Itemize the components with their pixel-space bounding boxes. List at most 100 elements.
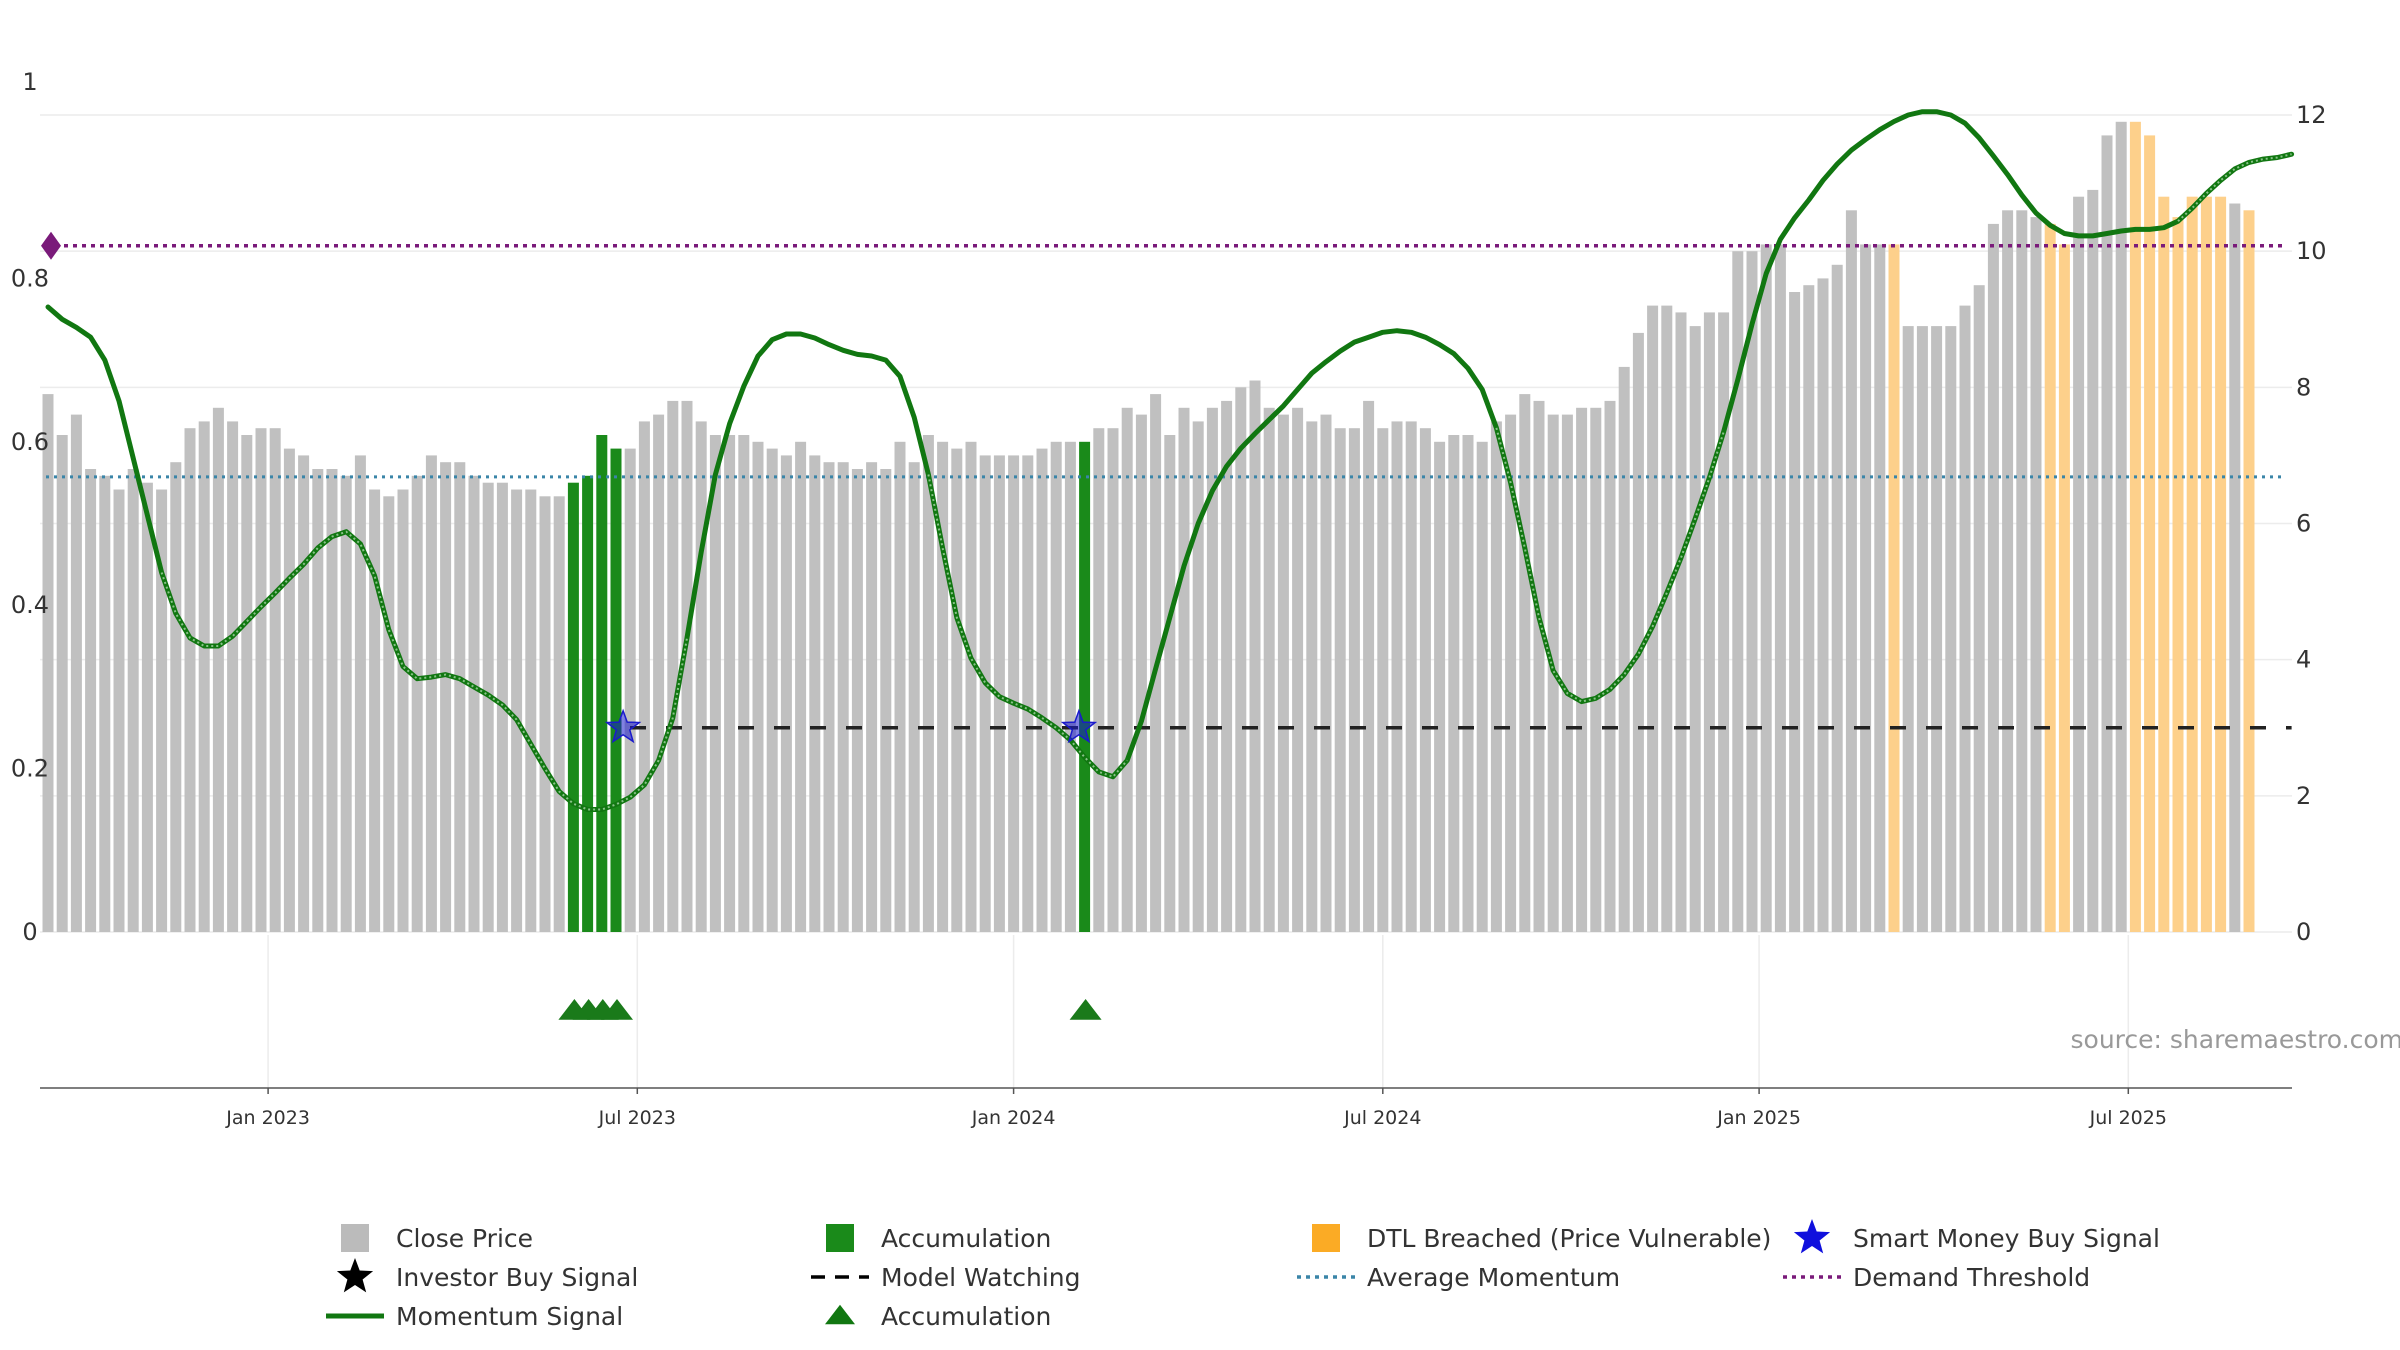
close-price-bar (979, 455, 991, 932)
close-price-bar (1306, 421, 1318, 932)
close-price-bar (1789, 292, 1801, 932)
close-price-bar (2115, 121, 2127, 933)
close-price-bar (1774, 244, 1786, 932)
close-price-bar (965, 441, 977, 932)
momentum-signal-highlight (160, 530, 688, 811)
dtl-breached-bar (2186, 196, 2198, 932)
legend-triangle-icon (825, 1304, 855, 1325)
close-price-bar (1860, 244, 1872, 932)
legend-label: Accumulation (881, 1302, 1051, 1331)
close-price-bar (1490, 421, 1502, 932)
close-price-bar (383, 496, 395, 932)
close-price-bar (326, 469, 338, 932)
dtl-breached-bar (2215, 196, 2227, 932)
close-price-bar (1945, 326, 1957, 933)
x-axis-tick-label: Jul 2025 (2089, 1107, 2167, 1129)
close-price-bar (1647, 305, 1659, 933)
accumulation-bar (596, 435, 608, 932)
left-axis-tick-label: 1 (22, 68, 37, 96)
close-price-bar (1576, 407, 1588, 932)
momentum-signal-line (45, 109, 2295, 812)
legend: Close Price Accumulation DTL Breached (Pri… (326, 1219, 2160, 1331)
close-price-bar (1590, 407, 1602, 932)
close-price-bar (1476, 441, 1488, 932)
close-price-bar (1391, 421, 1403, 932)
close-price-bar (1959, 305, 1971, 933)
close-price-bar (638, 421, 650, 932)
left-axis-tick-label: 0.4 (11, 591, 49, 619)
left-axis-tick-label: 0.8 (11, 264, 49, 292)
close-price-bar (709, 435, 721, 932)
dtl-breached-bar (1888, 244, 1900, 932)
legend-label: Momentum Signal (396, 1302, 623, 1331)
x-axis-tick-label: Jan 2023 (225, 1107, 310, 1129)
close-price-bar (1121, 407, 1133, 932)
close-price-bar (1916, 326, 1928, 933)
close-price-bar (681, 400, 693, 932)
close-price-bar (2229, 203, 2241, 932)
close-price-bar (894, 441, 906, 932)
close-price-bar (866, 462, 878, 932)
close-price-bar (1206, 407, 1218, 932)
close-price-bar (667, 400, 679, 932)
legend-item: Accumulation (826, 1224, 1051, 1253)
close-price-bar (1746, 251, 1758, 932)
close-price-bar (1732, 251, 1744, 932)
close-price-bar (1675, 312, 1687, 932)
close-price-bar (922, 435, 934, 932)
close-price-bar (1902, 326, 1914, 933)
close-price-bar (312, 469, 324, 932)
close-price-bar (170, 462, 182, 932)
close-price-bar (2030, 217, 2042, 933)
momentum-signal-highlight (1495, 427, 1725, 703)
close-price-bar (411, 475, 423, 932)
close-price-bar (1093, 428, 1105, 932)
close-price-bar (1405, 421, 1417, 932)
close-price-bar (241, 435, 253, 932)
close-price-bar (1448, 435, 1460, 932)
close-price-bar (1561, 414, 1573, 933)
smart-money-buy-star (1060, 708, 1098, 744)
close-price-bar (1377, 428, 1389, 932)
accumulation-bar (582, 475, 594, 932)
close-price-bar (1817, 278, 1829, 932)
dtl-breached-bar (2200, 196, 2212, 932)
close-price-bar (2087, 189, 2099, 932)
momentum-signal-highlight (2177, 153, 2292, 222)
legend-square-icon (341, 1224, 369, 1252)
legend-item: Average Momentum (1297, 1263, 1620, 1292)
close-price-bar (1931, 326, 1943, 933)
close-price-bar (1845, 210, 1857, 933)
close-price-bar (227, 421, 239, 932)
legend-label: Model Watching (881, 1263, 1081, 1292)
right-axis-tick-label: 4 (2296, 646, 2311, 674)
close-price-bar (1263, 407, 1275, 932)
close-price-bar (880, 469, 892, 932)
close-price-bar (354, 455, 366, 932)
legend-item: Model Watching (811, 1263, 1081, 1292)
close-price-bar (809, 455, 821, 932)
close-price-bar (1064, 441, 1076, 932)
left-axis-tick-label: 0.2 (11, 755, 49, 783)
close-price-bar (1363, 400, 1375, 932)
close-price-bar (1689, 326, 1701, 933)
close-price-bar (99, 475, 111, 932)
close-price-bar (724, 435, 736, 932)
close-price-bar (2002, 210, 2014, 933)
accumulation-bar (1079, 441, 1091, 932)
left-axis-tick-label: 0.6 (11, 428, 49, 456)
close-price-bar (1760, 244, 1772, 932)
legend-item: Investor Buy Signal (336, 1258, 638, 1293)
close-price-bar (1178, 407, 1190, 932)
close-price-bar (1320, 414, 1332, 933)
close-price-bar (1008, 455, 1020, 932)
legend-item: DTL Breached (Price Vulnerable) (1312, 1224, 1771, 1253)
close-price-bar (624, 448, 636, 932)
x-axis-tick-label: Jan 2025 (1716, 1107, 1801, 1129)
close-price-bar (1632, 332, 1644, 932)
legend-star-icon (336, 1258, 374, 1293)
close-price-bar (468, 475, 480, 932)
dtl-breached-bar (2129, 121, 2141, 933)
close-price-bar (198, 421, 210, 932)
close-price-bar (1107, 428, 1119, 932)
